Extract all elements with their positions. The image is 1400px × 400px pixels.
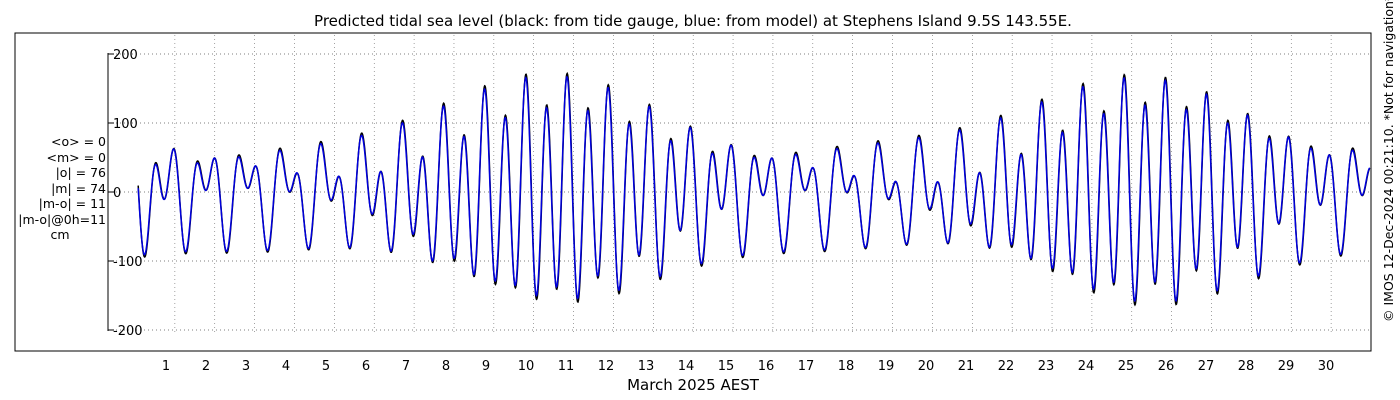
x-tick-label: 12: [598, 359, 615, 374]
stat-mo-diff: |m-o| = 11: [38, 196, 106, 211]
x-tick-label: 10: [518, 359, 535, 374]
x-tick-label: 25: [1118, 359, 1135, 374]
y-tick-label: -200: [113, 324, 143, 339]
x-tick-label: 23: [1038, 359, 1055, 374]
x-tick-label: 4: [282, 359, 290, 374]
x-tick-label: 13: [638, 359, 655, 374]
x-tick-label: 9: [482, 359, 490, 374]
x-tick-label: 28: [1238, 359, 1255, 374]
x-tick-label: 6: [362, 359, 370, 374]
x-tick-label: 15: [718, 359, 735, 374]
y-tick-label: 200: [113, 48, 138, 63]
x-tick-label: 24: [1078, 359, 1095, 374]
x-tick-label: 30: [1318, 359, 1335, 374]
outer-axes-frame: [14, 32, 1372, 352]
stat-o-mean: <o> = 0: [51, 134, 106, 149]
x-tick-label: 22: [998, 359, 1015, 374]
x-tick-label: 17: [798, 359, 815, 374]
x-tick-label: 1: [162, 359, 170, 374]
x-tick-label: 5: [322, 359, 330, 374]
y-tick-label: 100: [113, 117, 138, 132]
y-tick-label: -100: [113, 255, 143, 270]
stat-m-mean: <m> = 0: [46, 149, 107, 165]
copyright-text: © IMOS 12-Dec-2024 00:21:10. *Not for na…: [1381, 0, 1396, 322]
x-tick-label: 21: [958, 359, 975, 374]
x-tick-label: 27: [1198, 359, 1215, 374]
x-tick-label: 26: [1158, 359, 1175, 374]
series-tide-gauge: [137, 71, 1371, 307]
stats-panel: <o> = 0 <m> = 0 |o| = 76 |m| = 74 |m-o| …: [0, 134, 106, 243]
y-axis: 200 100 0 -100 -200: [107, 48, 143, 339]
x-tick-label: 11: [558, 359, 575, 374]
x-tick-label: 19: [878, 359, 895, 374]
chart-title: Predicted tidal sea level (black: from t…: [314, 12, 1072, 30]
x-tick-label: 18: [838, 359, 855, 374]
x-tick-label: 29: [1278, 359, 1295, 374]
series-layer: [137, 71, 1371, 307]
x-tick-label: 20: [918, 359, 935, 374]
stat-mo-diff-0h: |m-o|@0h=11: [18, 211, 106, 227]
x-tick-label: 8: [442, 359, 450, 374]
y-tick-label: 0: [113, 186, 121, 201]
x-tick-label: 2: [202, 359, 210, 374]
x-tick-label: 16: [758, 359, 775, 374]
x-tick-label: 3: [242, 359, 250, 374]
stat-o-abs: |o| = 76: [55, 165, 106, 180]
stat-unit: cm: [50, 227, 70, 242]
x-axis-label: March 2025 AEST: [627, 376, 760, 394]
x-tick-label: 14: [678, 359, 695, 374]
series-model: [137, 75, 1371, 303]
x-axis: 1 2 3 4 5 6 7 8 9 10 11 12 13 14 15 16 17 18 19 20 21 22 23 24 2…: [162, 359, 1334, 374]
stat-m-abs: |m| = 74: [51, 180, 106, 196]
x-tick-label: 7: [402, 359, 410, 374]
